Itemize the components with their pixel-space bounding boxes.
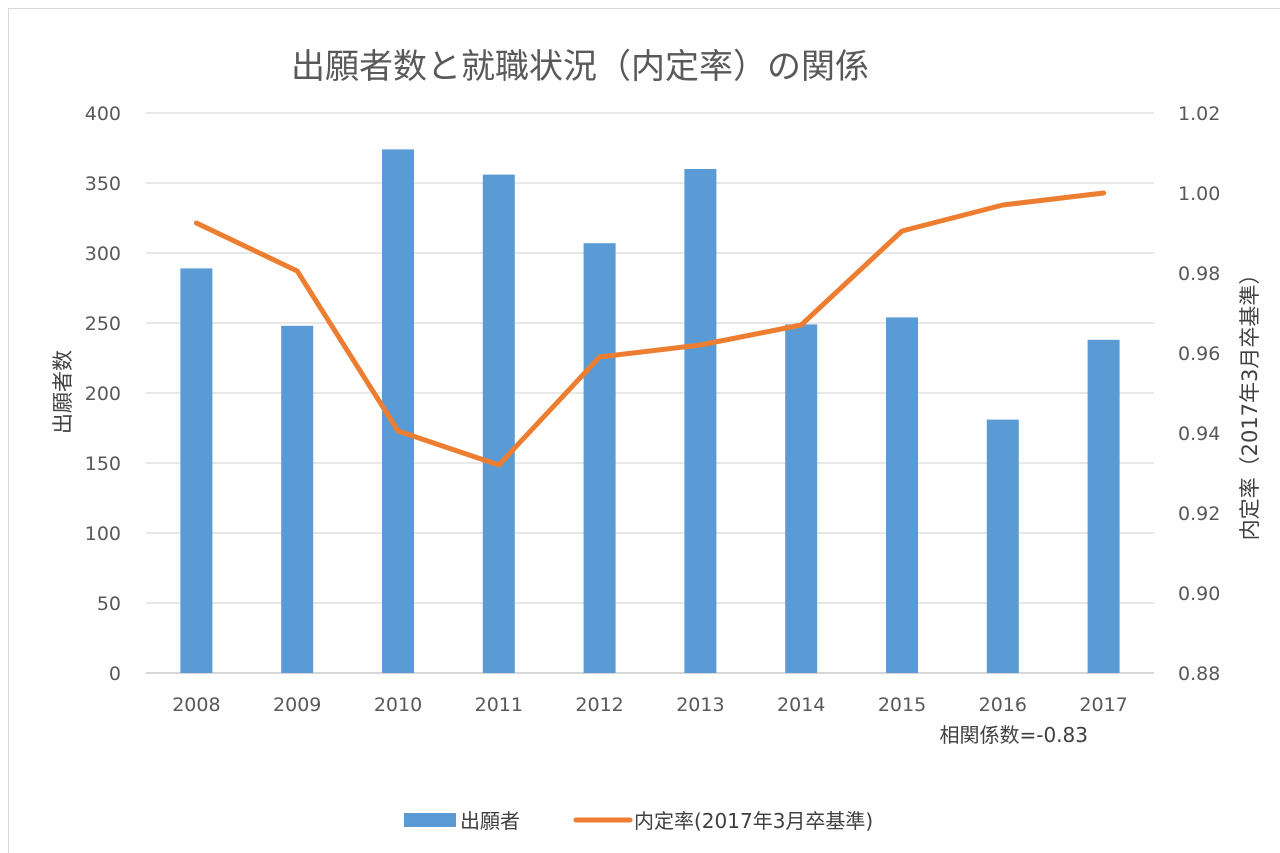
left-tick-label: 200 bbox=[85, 383, 121, 405]
x-tick-label: 2009 bbox=[273, 694, 321, 716]
left-axis-title: 出願者数 bbox=[51, 350, 75, 434]
bar bbox=[180, 268, 213, 673]
x-tick-label: 2013 bbox=[676, 694, 724, 716]
right-tick-label: 1.00 bbox=[1178, 183, 1220, 205]
x-tick-label: 2017 bbox=[1079, 694, 1127, 716]
x-tick-label: 2014 bbox=[777, 694, 825, 716]
left-tick-label: 250 bbox=[85, 313, 121, 335]
bar bbox=[1087, 339, 1120, 673]
left-tick-label: 300 bbox=[85, 243, 121, 265]
left-tick-label: 400 bbox=[85, 103, 121, 125]
left-tick-label: 0 bbox=[109, 663, 121, 685]
chart-frame bbox=[8, 8, 1280, 853]
legend-label-bar: 出願者 bbox=[460, 809, 520, 833]
right-tick-label: 0.90 bbox=[1178, 583, 1220, 605]
right-tick-label: 0.88 bbox=[1178, 663, 1220, 685]
bar bbox=[583, 243, 616, 673]
bar bbox=[482, 174, 515, 673]
line-path bbox=[193, 190, 1107, 468]
line-series bbox=[193, 190, 1107, 468]
bar bbox=[281, 325, 314, 673]
bar bbox=[986, 419, 1019, 673]
right-axis-ticks: 0.88 0.90 0.92 0.94 0.96 0.98 1.00 1.02 bbox=[1178, 103, 1220, 685]
bar bbox=[684, 169, 717, 673]
bar bbox=[785, 324, 818, 673]
x-tick-label: 2012 bbox=[575, 694, 623, 716]
left-tick-label: 100 bbox=[85, 523, 121, 545]
x-tick-label: 2015 bbox=[878, 694, 926, 716]
legend-label-line: 内定率(2017年3月卒基準) bbox=[634, 809, 873, 833]
x-tick-label: 2010 bbox=[374, 694, 422, 716]
gridlines bbox=[146, 112, 1154, 674]
left-tick-label: 50 bbox=[97, 593, 121, 615]
left-axis-ticks: 0 50 100 150 200 250 300 350 400 bbox=[85, 103, 121, 685]
x-axis-ticks: 2008 2009 2010 2011 2012 2013 2014 2015 2016 2017 bbox=[172, 694, 1128, 716]
x-tick-label: 2008 bbox=[172, 694, 220, 716]
x-tick-label: 2016 bbox=[979, 694, 1027, 716]
x-tick-label: 2011 bbox=[475, 694, 523, 716]
left-tick-label: 350 bbox=[85, 173, 121, 195]
bar bbox=[886, 317, 918, 673]
legend: 出願者 内定率(2017年3月卒基準) bbox=[404, 809, 873, 833]
right-tick-label: 0.96 bbox=[1178, 343, 1220, 365]
bar-series bbox=[180, 149, 1120, 673]
left-tick-label: 150 bbox=[85, 453, 121, 475]
right-tick-label: 0.94 bbox=[1178, 423, 1220, 445]
right-axis-title: 内定率（2017年3月卒基準） bbox=[1238, 264, 1262, 541]
correlation-annotation: 相関係数=-0.83 bbox=[939, 723, 1088, 747]
legend-swatch-bar bbox=[404, 813, 456, 827]
right-tick-label: 0.98 bbox=[1178, 263, 1220, 285]
right-tick-label: 0.92 bbox=[1178, 503, 1220, 525]
chart-title: 出願者数と就職状況（内定率）の関係 bbox=[291, 47, 869, 87]
right-tick-label: 1.02 bbox=[1178, 103, 1220, 125]
